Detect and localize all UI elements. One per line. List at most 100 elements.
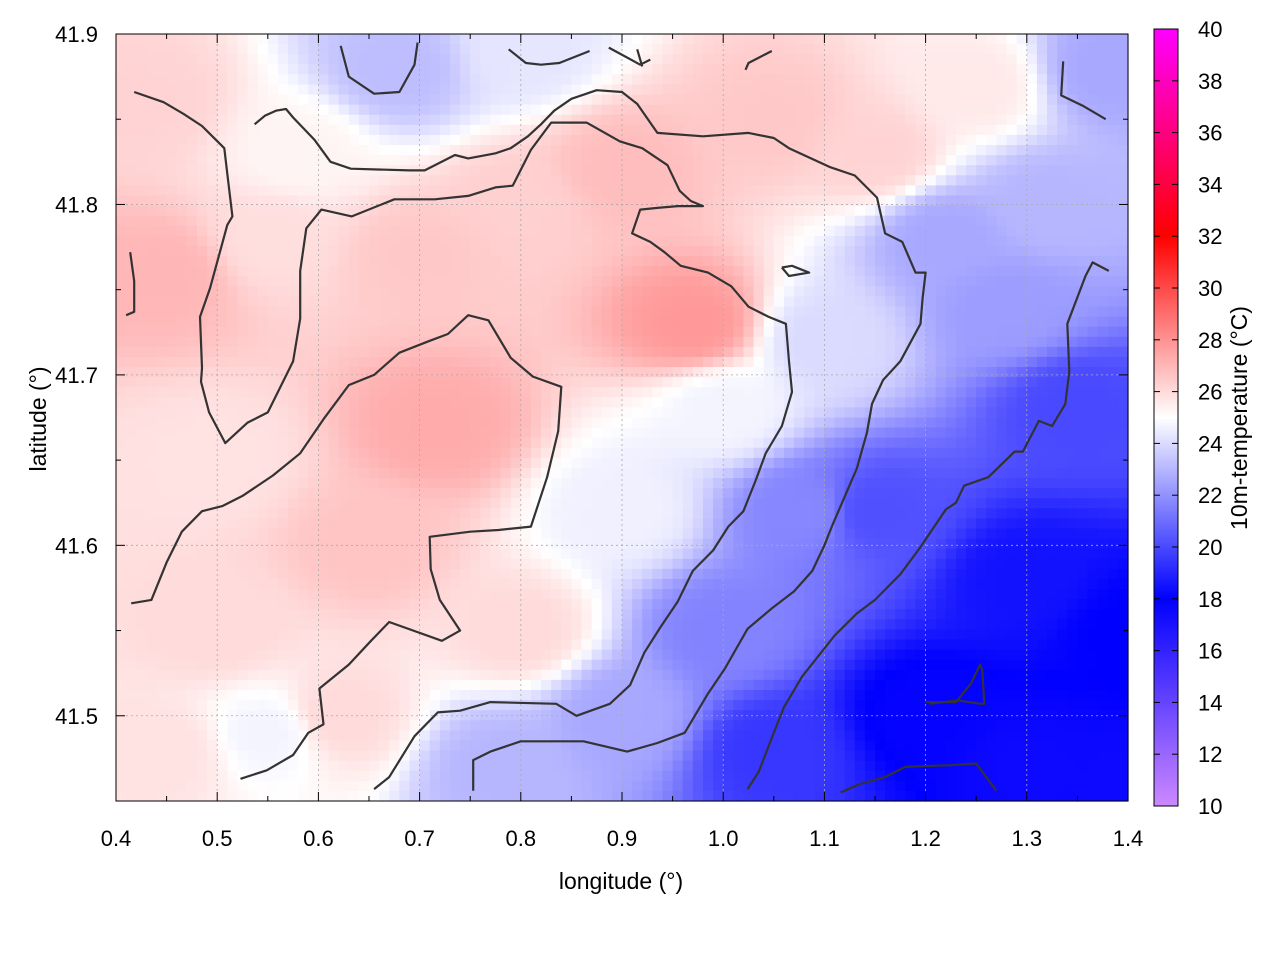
heatmap-cell (672, 235, 684, 247)
heatmap-cell (1117, 124, 1129, 136)
heatmap-cell (682, 266, 694, 277)
heatmap-cell (186, 44, 198, 55)
heatmap-cell (854, 346, 866, 358)
heatmap-cell (875, 528, 886, 540)
heatmap-cell (1107, 387, 1119, 398)
heatmap-cell (601, 377, 613, 388)
heatmap-cell (551, 145, 562, 156)
heatmap-cell (581, 74, 593, 86)
heatmap-cell (672, 286, 684, 297)
heatmap-cell (308, 64, 319, 75)
heatmap-cell (267, 185, 279, 197)
heatmap-cell (561, 367, 572, 378)
heatmap-cell (804, 326, 815, 338)
heatmap-cell (723, 397, 734, 409)
heatmap-cell (439, 447, 451, 459)
heatmap-cell (945, 427, 957, 439)
heatmap-cell (743, 296, 755, 308)
heatmap-cell (369, 34, 380, 45)
heatmap-cell (399, 498, 411, 509)
heatmap-cell (662, 296, 674, 308)
heatmap-cell (277, 346, 289, 358)
heatmap-cell (217, 377, 228, 388)
heatmap-cell (470, 518, 481, 530)
heatmap-cell (824, 114, 836, 126)
heatmap-cell (1016, 296, 1028, 308)
heatmap-cell (308, 306, 319, 318)
heatmap-cell (905, 64, 917, 75)
heatmap-cell (702, 417, 714, 429)
heatmap-cell (298, 175, 309, 186)
heatmap-cell (520, 34, 532, 45)
heatmap-cell (692, 508, 704, 520)
heatmap-cell (1067, 336, 1078, 348)
heatmap-cell (237, 134, 249, 146)
heatmap-cell (753, 276, 765, 287)
heatmap-cell (875, 296, 886, 308)
heatmap-cell (449, 256, 461, 267)
heatmap-cell (298, 528, 309, 540)
heatmap-cell (247, 437, 259, 449)
heatmap-cell (369, 488, 380, 499)
heatmap-cell (794, 104, 805, 116)
heatmap-cell (733, 44, 745, 55)
heatmap-cell (1077, 145, 1089, 156)
heatmap-cell (915, 296, 927, 308)
heatmap-cell (166, 195, 178, 207)
heatmap-cell (551, 306, 562, 318)
heatmap-cell (1087, 266, 1099, 277)
heatmap-cell (632, 518, 643, 530)
heatmap-cell (895, 145, 906, 156)
heatmap-cell (743, 417, 755, 429)
heatmap-cell (672, 488, 684, 499)
heatmap-cell (207, 215, 218, 227)
heatmap-cell (348, 245, 360, 257)
heatmap-cell (1067, 437, 1078, 449)
heatmap-cell (267, 467, 279, 479)
heatmap-cell (935, 54, 947, 65)
heatmap-cell (986, 54, 998, 65)
heatmap-cell (652, 498, 664, 509)
heatmap-cell (986, 134, 998, 146)
heatmap-cell (1067, 498, 1078, 509)
heatmap-cell (783, 175, 795, 186)
heatmap-cell (207, 266, 218, 277)
heatmap-cell (875, 235, 886, 247)
heatmap-cell (530, 276, 542, 287)
heatmap-cell (409, 145, 421, 156)
heatmap-cell (318, 124, 330, 136)
heatmap-cell (1026, 437, 1038, 449)
heatmap-cell (1016, 437, 1028, 449)
heatmap-cell (601, 94, 613, 106)
heatmap-cell (1107, 34, 1119, 45)
heatmap-cell (783, 437, 795, 449)
heatmap-cell (783, 235, 795, 247)
heatmap-cell (439, 508, 451, 520)
heatmap-cell (773, 235, 785, 247)
heatmap-cell (662, 518, 674, 530)
heatmap-cell (551, 225, 562, 237)
heatmap-cell (854, 84, 866, 96)
heatmap-cell (126, 528, 137, 540)
heatmap-cell (733, 245, 745, 257)
heatmap-cell (945, 407, 957, 419)
heatmap-cell (905, 326, 917, 338)
heatmap-cell (267, 94, 279, 106)
heatmap-cell (369, 427, 380, 439)
heatmap-cell (298, 276, 309, 287)
heatmap-cell (520, 256, 532, 267)
heatmap-cell (207, 114, 218, 126)
heatmap-cell (864, 498, 876, 509)
heatmap-cell (480, 155, 492, 166)
heatmap-cell (1077, 427, 1089, 439)
heatmap-cell (298, 387, 309, 398)
heatmap-cell (783, 74, 795, 86)
heatmap-cell (632, 467, 643, 479)
heatmap-cell (773, 447, 785, 459)
heatmap-cell (348, 134, 360, 146)
heatmap-cell (338, 225, 350, 237)
heatmap-cell (1087, 94, 1099, 106)
heatmap-cell (935, 498, 947, 509)
heatmap-cell (247, 44, 259, 55)
heatmap-cell (1097, 508, 1109, 520)
